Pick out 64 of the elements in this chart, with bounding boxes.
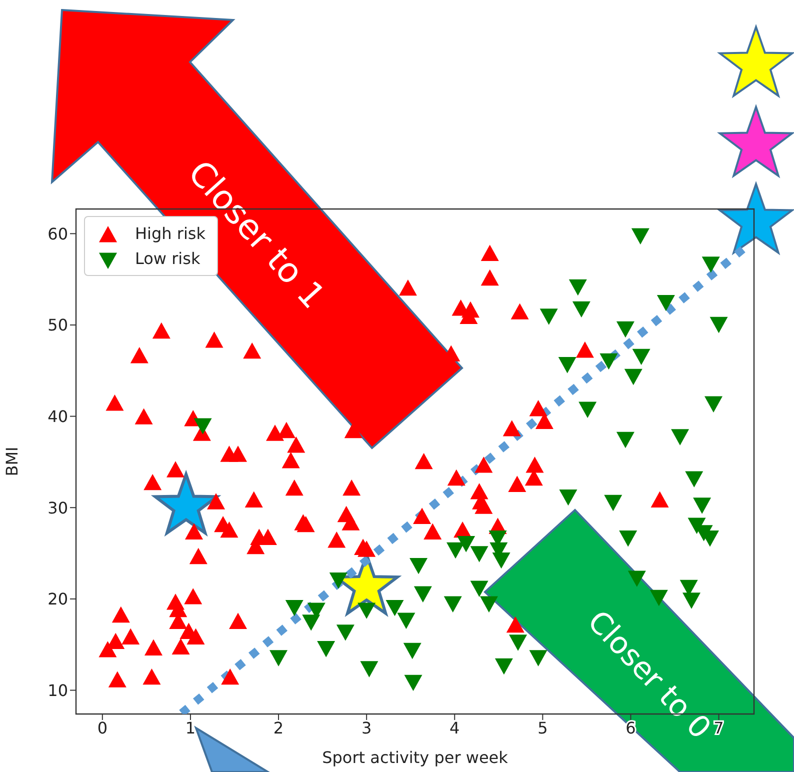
x-tick-label: 3 [361,718,372,738]
point [540,308,558,325]
point [704,396,722,413]
point [632,348,650,366]
legend-label: Low risk [135,248,200,270]
point [600,353,618,370]
point [494,658,513,675]
point [558,357,576,374]
y-tick-label: 20 [48,590,68,609]
point [397,612,416,629]
y-tick-label: 60 [48,224,68,244]
point [470,580,488,597]
point [656,294,675,312]
point [624,368,642,386]
point [410,558,428,574]
y-axis-title: BMI [2,446,22,476]
x-tick-label: 1 [185,718,196,738]
point [285,600,304,616]
x-tick-label: 5 [538,718,548,738]
x-axis-title: Sport activity per week [322,748,509,767]
point [492,552,510,569]
x-tick-label: 2 [273,718,284,738]
point [317,641,336,658]
point [604,494,622,512]
x-tick-label: 7 [714,718,724,738]
point [470,546,488,562]
y-tick-label: 50 [48,316,68,335]
point [710,316,728,334]
point [559,489,578,506]
point [631,228,650,244]
point [386,600,404,616]
point [403,642,422,660]
point [509,634,528,651]
y-tick-label: 10 [48,680,68,700]
point [194,418,212,434]
point [457,536,476,552]
point [444,596,462,613]
point [360,661,378,678]
point [414,586,432,602]
point [682,592,700,609]
point [329,572,348,589]
point [685,471,704,488]
point [616,432,634,448]
point [572,301,590,318]
point [529,650,548,666]
y-tick-label: 40 [48,406,68,426]
point [702,256,720,273]
point [404,674,422,692]
point [628,570,646,587]
point [302,614,320,631]
point [616,321,634,338]
y-tick-label: 30 [48,498,68,518]
point [650,590,668,606]
point [619,530,638,547]
point [358,602,376,619]
point [480,596,498,613]
point [270,650,288,666]
point [693,498,712,514]
x-tick-label: 0 [97,718,108,738]
point [578,402,597,418]
point [568,279,587,296]
point [671,429,690,446]
x-tick-label: 4 [450,718,460,738]
point [336,624,354,641]
